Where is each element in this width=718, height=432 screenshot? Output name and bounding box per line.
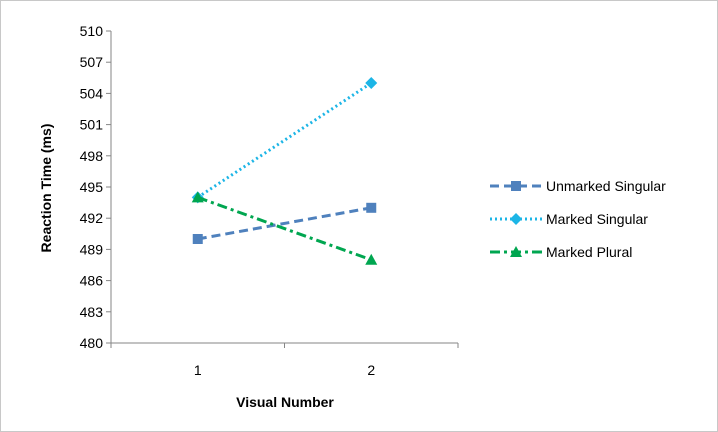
- y-tick-label: 504: [80, 85, 104, 101]
- legend: Unmarked Singular Marked Singular Marked P…: [490, 178, 666, 260]
- x-axis-title: Visual Number: [236, 394, 334, 410]
- y-tick-labels: 480 483 486 489 492 495 498 501 504 507 510: [80, 23, 104, 351]
- y-tick-label: 480: [80, 335, 104, 351]
- y-tick-label: 510: [80, 23, 104, 39]
- y-tick-label: 498: [80, 148, 104, 164]
- series-line: [196, 81, 373, 199]
- y-tick-label: 486: [80, 273, 104, 289]
- series-1: [192, 202, 377, 244]
- legend-entry: Marked Singular: [490, 211, 648, 227]
- y-tick-label: 492: [80, 210, 104, 226]
- series-3: [191, 191, 378, 265]
- y-tick-label: 483: [80, 304, 104, 320]
- y-tick-label: 489: [80, 241, 104, 257]
- x-tick-label: 1: [194, 362, 202, 378]
- series-line: [197, 195, 372, 262]
- y-axis-title: Reaction Time (ms): [38, 124, 54, 253]
- axes: [106, 30, 459, 348]
- data-point: [366, 202, 377, 213]
- series-2: [191, 77, 378, 204]
- series-layer: [191, 77, 378, 265]
- data-point: [365, 77, 378, 89]
- legend-label: Marked Singular: [546, 211, 648, 227]
- data-point: [365, 253, 378, 265]
- legend-label: Unmarked Singular: [546, 178, 666, 194]
- data-point: [192, 234, 203, 244]
- legend-label: Marked Plural: [546, 244, 632, 260]
- legend-marker: [510, 213, 522, 225]
- legend-entry: Unmarked Singular: [490, 178, 666, 194]
- series-line: [197, 206, 372, 241]
- y-tick-label: 507: [80, 54, 104, 70]
- y-tick-label: 495: [80, 179, 104, 195]
- y-tick-label: 501: [80, 117, 104, 133]
- x-tick-label: 2: [367, 362, 375, 378]
- legend-marker: [510, 246, 522, 257]
- legend-entry: Marked Plural: [490, 244, 632, 260]
- data-point: [191, 191, 204, 203]
- legend-marker: [511, 181, 521, 191]
